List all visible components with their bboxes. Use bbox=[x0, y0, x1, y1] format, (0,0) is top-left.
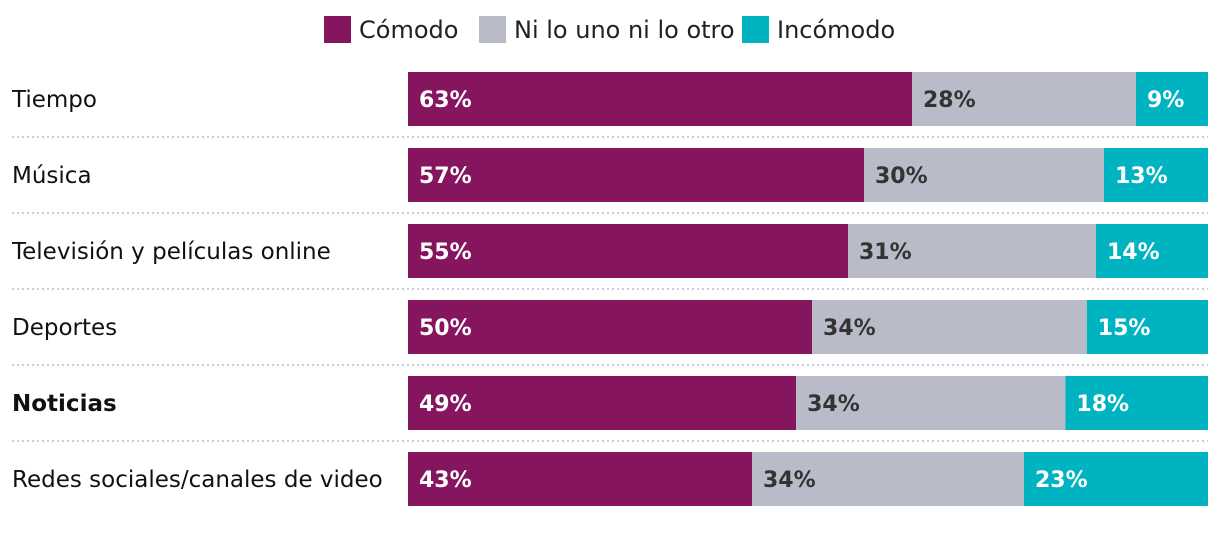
bar-segment-noticias-incomodo bbox=[1065, 376, 1208, 430]
bar-row-noticias: Noticias 49% 34% 18% bbox=[12, 376, 1208, 442]
value-label-redes-sociales-canales-de-video-comodo: 43% bbox=[419, 468, 472, 493]
bar-segment-redes-sociales-canales-de-video-comodo bbox=[408, 452, 752, 506]
legend-label-comodo: Cómodo bbox=[359, 16, 458, 44]
value-label-television-y-peliculas-online-ni-lo-uno-ni-lo-otro: 31% bbox=[859, 240, 912, 265]
bar-row-television-y-peliculas-online: Televisión y películas online 55% 31% 14% bbox=[11, 224, 1208, 290]
bar-row-deportes: Deportes 50% 34% 15% bbox=[12, 300, 1208, 366]
value-label-deportes-comodo: 50% bbox=[419, 316, 472, 341]
legend-label-incomodo: Incómodo bbox=[777, 16, 895, 44]
value-label-musica-comodo: 57% bbox=[419, 164, 472, 189]
bar-segment-noticias-ni-lo-uno-ni-lo-otro bbox=[796, 376, 1066, 430]
chart-rows: Tiempo 63% 28% 9% Música 57% 30% 13% Televisión … bbox=[11, 72, 1208, 506]
value-label-musica-ni-lo-uno-ni-lo-otro: 30% bbox=[875, 164, 928, 189]
value-label-noticias-incomodo: 18% bbox=[1076, 392, 1129, 417]
legend-item-comodo: Cómodo bbox=[324, 16, 458, 44]
bar-segment-tiempo-ni-lo-uno-ni-lo-otro bbox=[912, 72, 1136, 126]
bar-segment-redes-sociales-canales-de-video-incomodo bbox=[1024, 452, 1208, 506]
value-label-television-y-peliculas-online-incomodo: 14% bbox=[1107, 240, 1160, 265]
legend-swatch-ni-lo-uno-ni-lo-otro bbox=[479, 16, 506, 43]
bar-row-redes-sociales-canales-de-video: Redes sociales/canales de video 43% 34% 23% bbox=[12, 452, 1208, 506]
value-label-noticias-ni-lo-uno-ni-lo-otro: 34% bbox=[807, 392, 860, 417]
value-label-deportes-ni-lo-uno-ni-lo-otro: 34% bbox=[823, 316, 876, 341]
bar-segment-deportes-incomodo bbox=[1086, 300, 1208, 354]
bar-segment-musica-ni-lo-uno-ni-lo-otro bbox=[864, 148, 1104, 202]
value-label-noticias-comodo: 49% bbox=[419, 392, 472, 417]
value-label-tiempo-ni-lo-uno-ni-lo-otro: 28% bbox=[923, 88, 976, 113]
bar-segment-musica-incomodo bbox=[1104, 148, 1208, 202]
value-label-deportes-incomodo: 15% bbox=[1098, 316, 1151, 341]
bar-segment-television-y-peliculas-online-comodo bbox=[408, 224, 848, 278]
category-label-noticias: Noticias bbox=[12, 391, 117, 417]
category-label-television-y-peliculas-online: Televisión y películas online bbox=[11, 239, 331, 265]
value-label-redes-sociales-canales-de-video-incomodo: 23% bbox=[1035, 468, 1088, 493]
category-label-tiempo: Tiempo bbox=[11, 87, 97, 113]
bar-segment-deportes-comodo bbox=[408, 300, 813, 354]
bar-segment-deportes-ni-lo-uno-ni-lo-otro bbox=[812, 300, 1087, 354]
legend-swatch-comodo bbox=[324, 16, 351, 43]
legend-label-ni-lo-uno-ni-lo-otro: Ni lo uno ni lo otro bbox=[514, 16, 735, 44]
category-label-musica: Música bbox=[12, 163, 92, 189]
bar-segment-noticias-comodo bbox=[408, 376, 797, 430]
bar-row-musica: Música 57% 30% 13% bbox=[12, 148, 1208, 214]
legend-item-incomodo: Incómodo bbox=[742, 16, 895, 44]
legend: Cómodo Ni lo uno ni lo otro Incómodo bbox=[324, 16, 895, 44]
value-label-redes-sociales-canales-de-video-ni-lo-uno-ni-lo-otro: 34% bbox=[763, 468, 816, 493]
value-label-tiempo-incomodo: 9% bbox=[1147, 88, 1184, 113]
value-label-musica-incomodo: 13% bbox=[1115, 164, 1168, 189]
category-label-deportes: Deportes bbox=[12, 315, 117, 341]
bar-segment-redes-sociales-canales-de-video-ni-lo-uno-ni-lo-otro bbox=[752, 452, 1024, 506]
bar-segment-tiempo-comodo bbox=[408, 72, 912, 126]
value-label-television-y-peliculas-online-comodo: 55% bbox=[419, 240, 472, 265]
bar-segment-television-y-peliculas-online-incomodo bbox=[1096, 224, 1208, 278]
bar-segment-television-y-peliculas-online-ni-lo-uno-ni-lo-otro bbox=[848, 224, 1096, 278]
value-label-tiempo-comodo: 63% bbox=[419, 88, 472, 113]
bar-row-tiempo: Tiempo 63% 28% 9% bbox=[11, 72, 1208, 138]
legend-swatch-incomodo bbox=[742, 16, 769, 43]
bar-segment-tiempo-incomodo bbox=[1136, 72, 1208, 126]
bar-segment-musica-comodo bbox=[408, 148, 864, 202]
category-label-redes-sociales-canales-de-video: Redes sociales/canales de video bbox=[12, 467, 383, 493]
legend-item-ni-lo-uno-ni-lo-otro: Ni lo uno ni lo otro bbox=[479, 16, 735, 44]
